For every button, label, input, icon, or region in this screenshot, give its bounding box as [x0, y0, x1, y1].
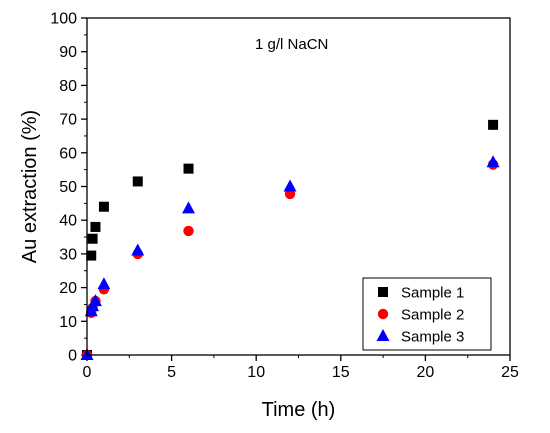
plot-area-frame	[86, 17, 511, 356]
sample-1-point	[183, 163, 194, 174]
y-tick-label: 10	[59, 314, 77, 331]
y-tick-label: 20	[59, 280, 77, 297]
legend-label-2: Sample 2	[401, 307, 464, 324]
sample-1-point	[87, 233, 98, 244]
sample-3-point	[97, 277, 111, 290]
y-tick-label: 60	[59, 145, 77, 162]
y-tick-label: 90	[59, 44, 77, 61]
axis-ticks: 0 5 10 15 20 25 0 10 20 30 40 50 60 70 80 90 100	[50, 11, 519, 382]
y-tick-label: 100	[50, 11, 77, 28]
sample-1-point	[132, 176, 143, 187]
y-tick-label: 80	[59, 78, 77, 95]
x-tick-label: 25	[501, 364, 519, 381]
sample-3-point	[486, 155, 500, 168]
sample-1-point	[488, 119, 499, 130]
sample-3-point	[182, 201, 196, 214]
legend-label-3: Sample 3	[401, 329, 464, 346]
sample-1-point	[90, 221, 101, 232]
sample-3-point	[283, 179, 297, 192]
legend: Sample 1 Sample 2 Sample 3	[362, 277, 492, 351]
sample-1-point	[98, 201, 109, 212]
series-3-markers	[80, 155, 500, 360]
x-tick-label: 0	[83, 364, 92, 381]
y-axis-title: Au extraction (%)	[19, 110, 41, 263]
sample-3-point	[88, 294, 102, 307]
y-tick-label: 50	[59, 179, 77, 196]
sample-3-point	[131, 243, 145, 256]
x-tick-label: 20	[417, 364, 435, 381]
legend-marker-2	[377, 308, 389, 320]
y-tick-label: 40	[59, 213, 77, 230]
y-tick-label: 30	[59, 246, 77, 263]
legend-marker-3	[376, 329, 390, 341]
x-tick-label: 15	[332, 364, 350, 381]
chart-annotation: 1 g/l NaCN	[255, 36, 328, 53]
x-tick-label: 10	[247, 364, 265, 381]
sample-2-point	[183, 225, 194, 237]
y-tick-label: 0	[68, 348, 77, 365]
legend-marker-1	[378, 287, 388, 297]
x-tick-label: 5	[167, 364, 176, 381]
y-tick-label: 70	[59, 112, 77, 129]
legend-label-1: Sample 1	[401, 285, 464, 302]
x-axis-title: Time (h)	[262, 399, 336, 421]
sample-1-point	[86, 250, 97, 261]
